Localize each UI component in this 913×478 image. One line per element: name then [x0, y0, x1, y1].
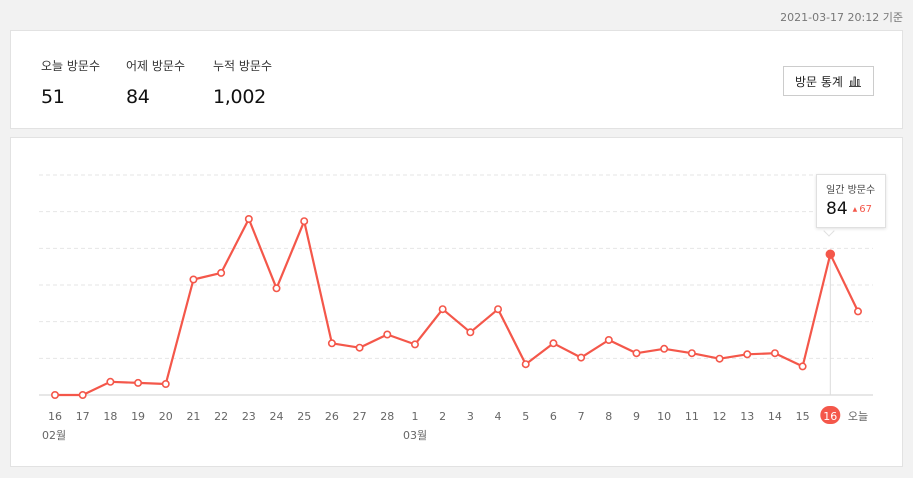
x-tick-label: 오늘 [848, 410, 868, 423]
data-point[interactable] [410, 340, 419, 349]
x-tick-label: 15 [796, 410, 810, 423]
data-point[interactable] [604, 336, 613, 345]
month-label-mar: 03월 [403, 429, 427, 442]
x-tick-label: 11 [685, 410, 699, 423]
data-point[interactable] [189, 275, 198, 284]
bar-chart-icon [848, 76, 861, 87]
tooltip-value: 84 [826, 199, 848, 219]
today-visits-value: 51 [41, 86, 65, 108]
x-tick-label: 27 [353, 410, 367, 423]
today-visits-stat: 오늘 방문수 51 [41, 57, 100, 108]
data-point[interactable] [327, 339, 336, 348]
x-tick-label: 25 [297, 410, 311, 423]
data-point[interactable] [577, 353, 586, 362]
updated-timestamp: 2021-03-17 20:12 기준 [780, 11, 903, 24]
daily-visits-chart-card: 16 17 18 19 20 21 22 23 24 25 26 27 28 1 2 3 4 5 6 7 8 9 10 11 1… [10, 137, 903, 467]
x-tick-label: 19 [131, 410, 145, 423]
data-point[interactable] [161, 380, 170, 389]
data-point[interactable] [134, 378, 143, 387]
x-tick-label: 12 [713, 410, 727, 423]
x-tick-label: 16 [823, 410, 837, 423]
x-tick-label: 24 [270, 410, 284, 423]
tooltip-title: 일간 방문수 [826, 185, 876, 196]
data-point[interactable] [106, 377, 115, 386]
x-tick-label: 1 [411, 410, 418, 423]
x-tick-label: 26 [325, 410, 339, 423]
x-tick-label: 14 [768, 410, 782, 423]
data-point[interactable] [660, 344, 669, 353]
x-tick-label: 10 [657, 410, 671, 423]
data-point[interactable] [743, 350, 752, 359]
summary-card: 오늘 방문수 51 어제 방문수 84 누적 방문수 1,002 방문 통계 [10, 30, 903, 129]
x-tick-label: 16 [48, 410, 62, 423]
data-point[interactable] [494, 305, 503, 314]
x-tick-label: 5 [522, 410, 529, 423]
x-tick-label: 22 [214, 410, 228, 423]
x-tick-label: 18 [103, 410, 117, 423]
x-tick-label: 7 [578, 410, 585, 423]
daily-visits-chart: 16 17 18 19 20 21 22 23 24 25 26 27 28 1 2 3 4 5 6 7 8 9 10 11 1… [39, 174, 873, 442]
data-point[interactable] [549, 339, 558, 348]
data-point[interactable] [300, 217, 309, 226]
data-point[interactable] [466, 328, 475, 337]
yesterday-visits-stat: 어제 방문수 84 [126, 57, 185, 108]
chart-tooltip: 일간 방문수 84 ▲ 67 [816, 174, 886, 228]
x-tick-label: 2 [439, 410, 446, 423]
selected-date-badge [820, 406, 841, 424]
data-point[interactable] [383, 330, 392, 339]
visit-stats-button[interactable]: 방문 통계 [783, 66, 874, 96]
tooltip-delta: 67 [859, 203, 872, 215]
x-tick-label: 6 [550, 410, 557, 423]
triangle-up-icon: ▲ [852, 205, 858, 213]
x-tick-label: 3 [467, 410, 474, 423]
x-tick-label: 9 [633, 410, 640, 423]
month-label-feb: 02월 [42, 429, 66, 442]
data-point[interactable] [798, 362, 807, 371]
data-point[interactable] [50, 391, 59, 400]
x-tick-label: 28 [380, 410, 394, 423]
data-point[interactable] [853, 307, 862, 316]
data-point[interactable] [438, 305, 447, 314]
x-tick-label: 17 [76, 410, 90, 423]
data-point[interactable] [521, 360, 530, 369]
visits-series-line [55, 217, 859, 397]
data-point[interactable] [715, 354, 724, 363]
x-tick-label: 13 [740, 410, 754, 423]
highlighted-data-point[interactable] [825, 249, 836, 259]
total-visits-value: 1,002 [213, 86, 266, 108]
data-point[interactable] [217, 268, 226, 277]
total-visits-label: 누적 방문수 [213, 59, 273, 73]
x-tick-label: 23 [242, 410, 256, 423]
x-tick-label: 4 [495, 410, 502, 423]
data-point[interactable] [272, 284, 281, 293]
data-point[interactable] [78, 391, 87, 400]
data-point[interactable] [632, 349, 641, 358]
x-tick-label: 20 [159, 410, 173, 423]
data-point[interactable] [687, 349, 696, 358]
x-tick-label: 8 [605, 410, 612, 423]
data-point[interactable] [770, 349, 779, 358]
total-visits-stat: 누적 방문수 1,002 [213, 57, 272, 108]
yesterday-visits-value: 84 [126, 86, 150, 108]
yesterday-visits-label: 어제 방문수 [126, 59, 186, 73]
today-visits-label: 오늘 방문수 [41, 59, 101, 73]
visit-stats-button-label: 방문 통계 [795, 74, 843, 89]
x-tick-label: 21 [186, 410, 200, 423]
data-point[interactable] [355, 343, 364, 352]
data-point[interactable] [244, 215, 253, 224]
